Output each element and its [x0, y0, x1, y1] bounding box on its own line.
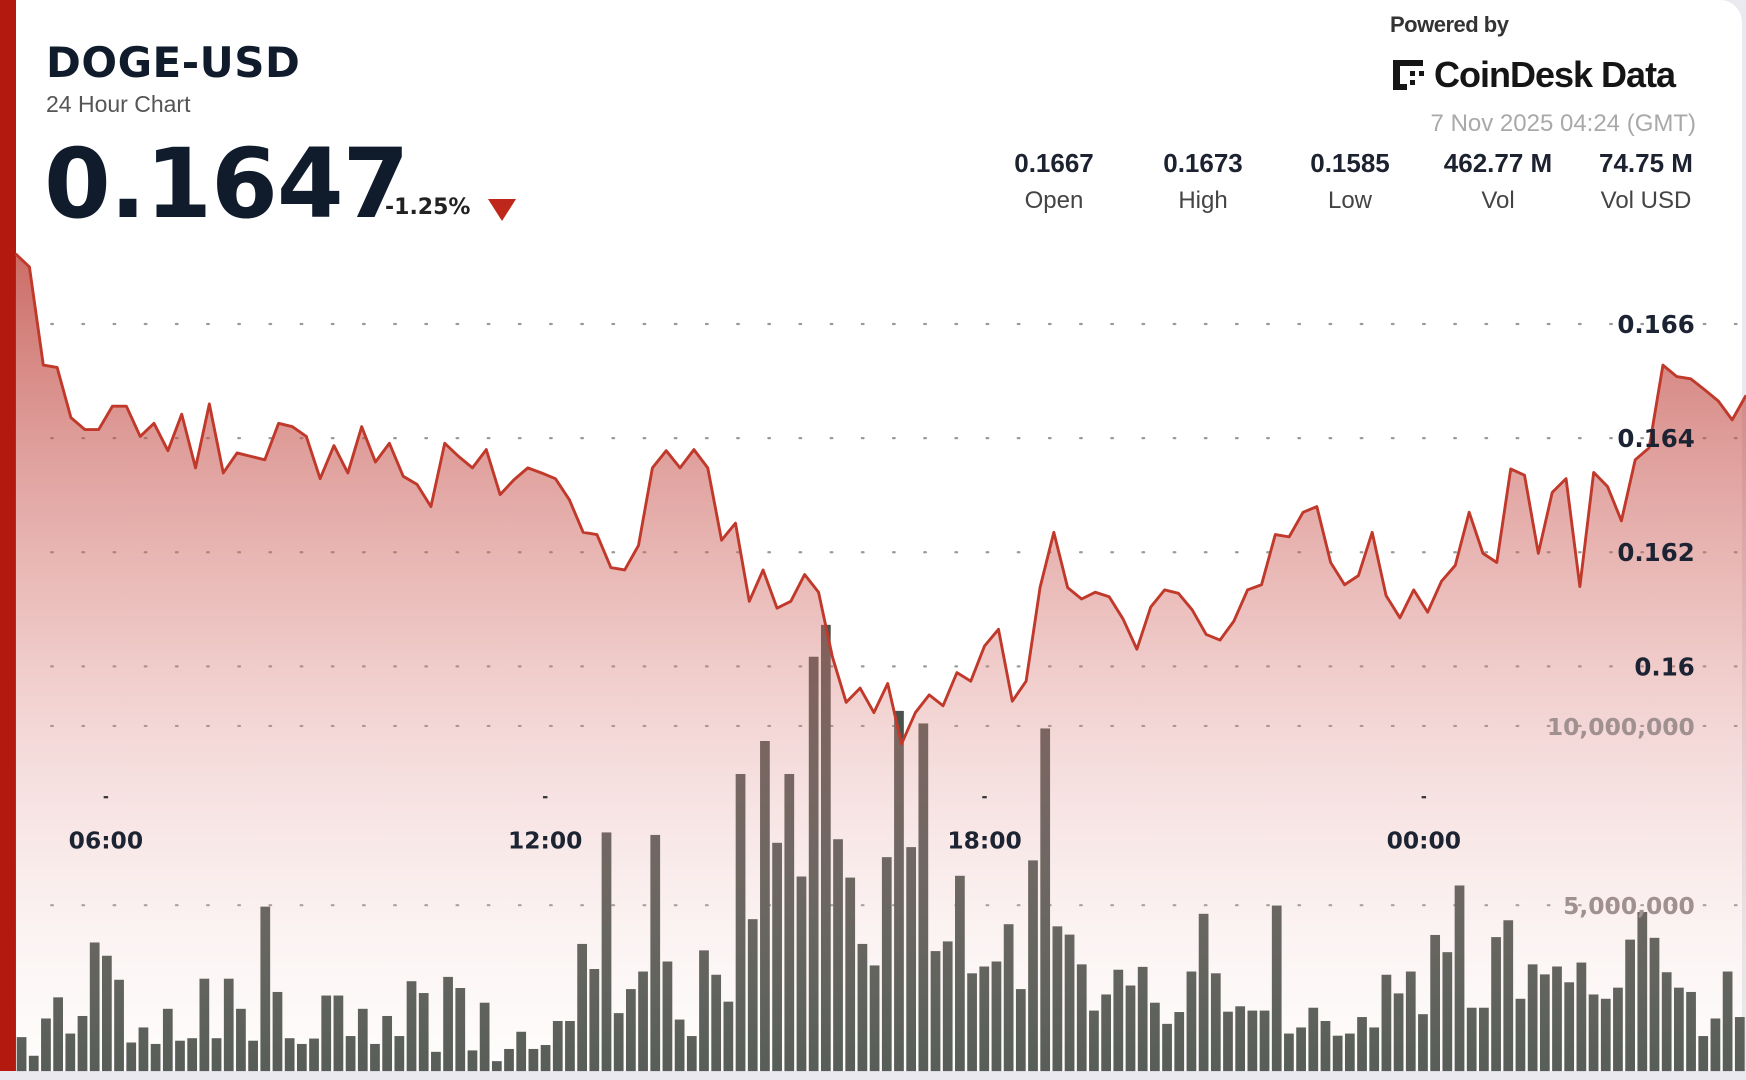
- stat-label: High: [1178, 187, 1228, 214]
- stat-value: 0.1673: [1163, 148, 1243, 178]
- stat-label: Vol: [1481, 187, 1515, 214]
- time-axis-label: 00:00: [1387, 826, 1461, 854]
- stat-open: 0.1667 Open: [979, 148, 1129, 215]
- x-tick-mark: [982, 796, 987, 799]
- price-axis-label: 0.16: [1634, 652, 1694, 681]
- volume-axis-label: 5,000,000: [1563, 892, 1695, 920]
- stat-value: 0.1585: [1310, 148, 1390, 178]
- stat-vol-usd: 74.75 M Vol USD: [1571, 148, 1721, 215]
- price-line: [14, 252, 1746, 746]
- timestamp: 7 Nov 2025 04:24 (GMT): [1430, 110, 1696, 137]
- stat-vol: 462.77 M Vol: [1423, 148, 1573, 215]
- price-area: [15, 253, 1746, 1072]
- time-axis-label: 18:00: [947, 826, 1021, 854]
- stat-value: 0.1667: [1014, 148, 1094, 178]
- price-axis-label: 0.162: [1617, 538, 1694, 567]
- price-axis-label: 0.166: [1617, 310, 1694, 339]
- x-tick-mark: [542, 796, 548, 799]
- stat-label: Vol USD: [1600, 187, 1692, 214]
- powered-by: Powered by: [1390, 12, 1509, 37]
- price-change: -1.25%: [385, 195, 471, 220]
- price-axis-label: 0.164: [1617, 424, 1694, 453]
- stat-low: 0.1585 Low: [1275, 148, 1425, 215]
- accent-bar: [0, 0, 16, 1071]
- coindesk-logo-icon: [1393, 60, 1424, 90]
- x-tick-mark: [1421, 796, 1427, 799]
- down-arrow-icon: [488, 199, 516, 221]
- symbol-title: DOGE-USD: [46, 38, 301, 87]
- stat-value: 462.77 M: [1443, 148, 1553, 178]
- coindesk-logo: CoinDesk Data: [1390, 54, 1676, 96]
- x-axis-labels: 06:00 12:00 18:00 00:00: [69, 796, 1461, 854]
- chart-subtitle: 24 Hour Chart: [46, 91, 191, 117]
- stat-label: Open: [1024, 187, 1084, 214]
- current-price: 0.1647: [44, 128, 409, 240]
- time-axis-label: 12:00: [508, 826, 582, 854]
- volume-axis-label: 10,000,000: [1547, 713, 1695, 741]
- x-tick-mark: [103, 796, 109, 799]
- stat-label: Low: [1327, 187, 1373, 214]
- stat-high: 0.1673 High: [1128, 148, 1278, 215]
- logo-text: CoinDesk Data: [1434, 54, 1676, 95]
- stat-value: 74.75 M: [1599, 148, 1693, 178]
- y-axis-labels: 0.166 0.164 0.162 0.16 10,000,000 5,000,000: [1547, 310, 1695, 920]
- time-axis-label: 06:00: [69, 826, 143, 854]
